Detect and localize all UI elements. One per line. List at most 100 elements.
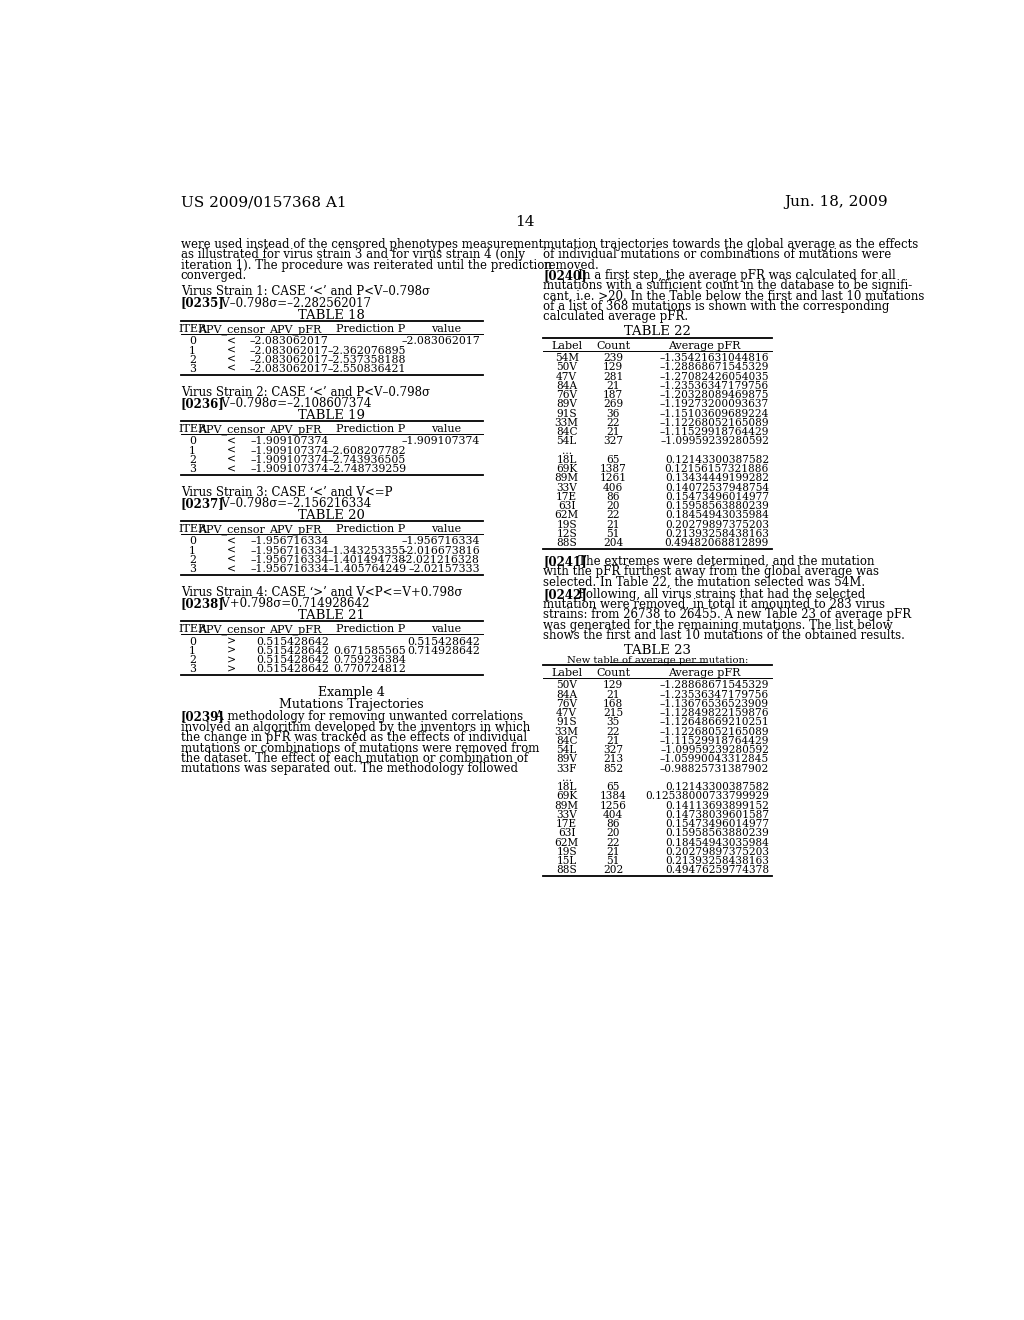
Text: –2.083062017: –2.083062017 bbox=[250, 337, 329, 346]
Text: Prediction P: Prediction P bbox=[336, 624, 406, 634]
Text: –1.05990043312845: –1.05990043312845 bbox=[659, 755, 769, 764]
Text: 22: 22 bbox=[606, 838, 620, 847]
Text: ITER: ITER bbox=[178, 424, 207, 434]
Text: involved an algorithm developed by the inventors in which: involved an algorithm developed by the i… bbox=[180, 721, 530, 734]
Text: –2.016673816: –2.016673816 bbox=[401, 545, 480, 556]
Text: >: > bbox=[226, 645, 236, 656]
Text: <: < bbox=[226, 536, 236, 546]
Text: 0.15958563880239: 0.15958563880239 bbox=[666, 829, 769, 838]
Text: 202: 202 bbox=[603, 866, 624, 875]
Text: 0.515428642: 0.515428642 bbox=[256, 645, 329, 656]
Text: 0.515428642: 0.515428642 bbox=[256, 636, 329, 647]
Text: 3: 3 bbox=[188, 364, 196, 374]
Text: calculated average pFR.: calculated average pFR. bbox=[544, 310, 688, 323]
Text: APV_censor: APV_censor bbox=[198, 424, 264, 434]
Text: 1261: 1261 bbox=[600, 474, 627, 483]
Text: Label: Label bbox=[551, 341, 583, 351]
Text: with the pFR furthest away from the global average was: with the pFR furthest away from the glob… bbox=[544, 565, 880, 578]
Text: 0.12143300387582: 0.12143300387582 bbox=[665, 455, 769, 465]
Text: <: < bbox=[226, 465, 236, 474]
Text: 62M: 62M bbox=[555, 838, 579, 847]
Text: –2.083062017: –2.083062017 bbox=[250, 346, 329, 355]
Text: Prediction P: Prediction P bbox=[336, 323, 406, 334]
Text: ITER: ITER bbox=[178, 524, 207, 535]
Text: –1.956716334: –1.956716334 bbox=[401, 536, 480, 546]
Text: 76V: 76V bbox=[556, 391, 578, 400]
Text: 1384: 1384 bbox=[600, 792, 627, 801]
Text: –1.12268052165089: –1.12268052165089 bbox=[659, 418, 769, 428]
Text: value: value bbox=[431, 323, 461, 334]
Text: 91S: 91S bbox=[556, 718, 577, 727]
Text: –1.27082426054035: –1.27082426054035 bbox=[659, 372, 769, 381]
Text: 129: 129 bbox=[603, 363, 624, 372]
Text: 406: 406 bbox=[603, 483, 624, 492]
Text: V+0.798σ=0.714928642: V+0.798σ=0.714928642 bbox=[210, 597, 370, 610]
Text: 327: 327 bbox=[603, 744, 624, 755]
Text: 22: 22 bbox=[606, 418, 620, 428]
Text: 84C: 84C bbox=[556, 428, 578, 437]
Text: –2.608207782: –2.608207782 bbox=[328, 446, 407, 455]
Text: 54L: 54L bbox=[556, 437, 577, 446]
Text: 35: 35 bbox=[606, 718, 620, 727]
Text: In a first step, the average pFR was calculated for all: In a first step, the average pFR was cal… bbox=[566, 269, 895, 282]
Text: value: value bbox=[431, 624, 461, 634]
Text: APV_censor: APV_censor bbox=[198, 323, 264, 335]
Text: TABLE 23: TABLE 23 bbox=[625, 644, 691, 657]
Text: 51: 51 bbox=[606, 529, 620, 539]
Text: 21: 21 bbox=[606, 847, 620, 857]
Text: 0.18454943035984: 0.18454943035984 bbox=[665, 511, 769, 520]
Text: 17E: 17E bbox=[556, 818, 578, 829]
Text: V–0.798σ=–2.156216334: V–0.798σ=–2.156216334 bbox=[210, 496, 372, 510]
Text: 0.15473496014977: 0.15473496014977 bbox=[665, 492, 769, 502]
Text: 2: 2 bbox=[188, 655, 196, 665]
Text: 0.49482068812899: 0.49482068812899 bbox=[665, 539, 769, 548]
Text: 86: 86 bbox=[606, 492, 620, 502]
Text: Prediction P: Prediction P bbox=[336, 524, 406, 535]
Text: 0: 0 bbox=[188, 437, 196, 446]
Text: 22: 22 bbox=[606, 511, 620, 520]
Text: the dataset. The effect of each mutation or combination of: the dataset. The effect of each mutation… bbox=[180, 752, 527, 766]
Text: 0.49476259774378: 0.49476259774378 bbox=[665, 866, 769, 875]
Text: 18L: 18L bbox=[556, 455, 577, 465]
Text: 50V: 50V bbox=[556, 363, 578, 372]
Text: mutations was separated out. The methodology followed: mutations was separated out. The methodo… bbox=[180, 763, 518, 775]
Text: mutation trajectories towards the global average as the effects: mutation trajectories towards the global… bbox=[544, 238, 919, 251]
Text: –2.537358188: –2.537358188 bbox=[328, 355, 407, 364]
Text: 129: 129 bbox=[603, 681, 624, 690]
Text: Virus Strain 4: CASE ‘>’ and V<P<=V+0.798σ: Virus Strain 4: CASE ‘>’ and V<P<=V+0.79… bbox=[180, 586, 462, 599]
Text: 2: 2 bbox=[188, 355, 196, 364]
Text: –1.909107374: –1.909107374 bbox=[251, 455, 329, 465]
Text: [0237]: [0237] bbox=[180, 496, 224, 510]
Text: 1: 1 bbox=[188, 645, 196, 656]
Text: APV_pFR: APV_pFR bbox=[269, 323, 322, 335]
Text: 54M: 54M bbox=[555, 354, 579, 363]
Text: value: value bbox=[431, 424, 461, 434]
Text: were used instead of the censored phenotypes measurement,: were used instead of the censored phenot… bbox=[180, 238, 547, 251]
Text: 36: 36 bbox=[606, 409, 620, 418]
Text: 89M: 89M bbox=[555, 800, 579, 810]
Text: –1.909107374: –1.909107374 bbox=[251, 465, 329, 474]
Text: Virus Strain 3: CASE ‘<’ and V<=P: Virus Strain 3: CASE ‘<’ and V<=P bbox=[180, 486, 392, 499]
Text: Following, all virus strains that had the selected: Following, all virus strains that had th… bbox=[566, 587, 865, 601]
Text: –1.405764249: –1.405764249 bbox=[328, 564, 407, 574]
Text: 20: 20 bbox=[606, 829, 620, 838]
Text: shows the first and last 10 mutations of the obtained results.: shows the first and last 10 mutations of… bbox=[544, 630, 905, 643]
Text: ...: ... bbox=[561, 774, 571, 783]
Text: 3: 3 bbox=[188, 564, 196, 574]
Text: 21: 21 bbox=[606, 381, 620, 391]
Text: –1.956716334: –1.956716334 bbox=[250, 536, 329, 546]
Text: <: < bbox=[226, 364, 236, 374]
Text: 239: 239 bbox=[603, 354, 624, 363]
Text: 47V: 47V bbox=[556, 708, 578, 718]
Text: 0.21393258438163: 0.21393258438163 bbox=[665, 529, 769, 539]
Text: 0.12156157321886: 0.12156157321886 bbox=[665, 465, 769, 474]
Text: 1387: 1387 bbox=[600, 465, 627, 474]
Text: 1: 1 bbox=[188, 346, 196, 355]
Text: 0.759236384: 0.759236384 bbox=[334, 655, 407, 665]
Text: 0.15958563880239: 0.15958563880239 bbox=[666, 502, 769, 511]
Text: 0.14072537948754: 0.14072537948754 bbox=[665, 483, 769, 492]
Text: 33M: 33M bbox=[555, 726, 579, 737]
Text: 84A: 84A bbox=[556, 689, 578, 700]
Text: –1.11529918764429: –1.11529918764429 bbox=[659, 737, 769, 746]
Text: strains: from 26738 to 26455. A new Table 23 of average pFR: strains: from 26738 to 26455. A new Tabl… bbox=[544, 609, 911, 622]
